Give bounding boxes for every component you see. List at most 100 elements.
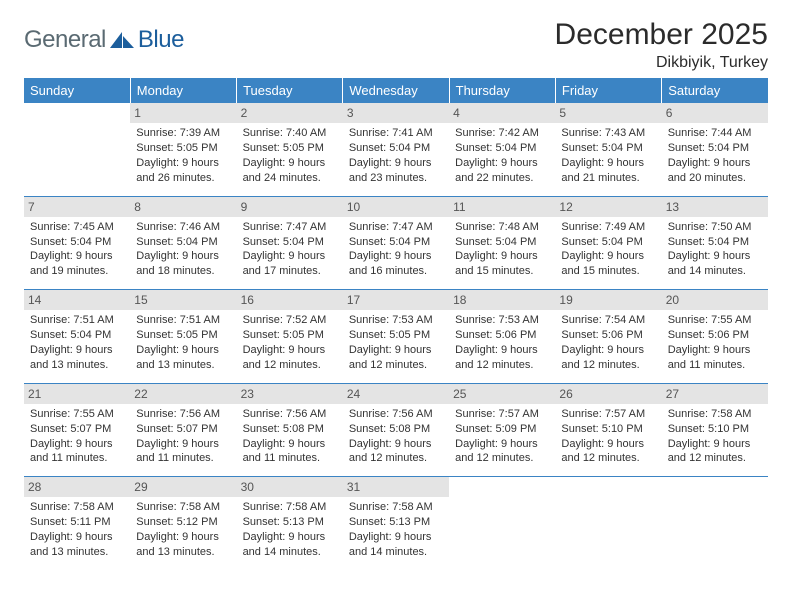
day-content: Sunrise: 7:58 AMSunset: 5:11 PMDaylight:… [30,500,124,559]
day-number: 10 [343,197,449,217]
day-of-week-header: Wednesday [343,78,449,103]
day-info-line: Sunset: 5:08 PM [349,422,443,437]
day-number: 13 [662,197,768,217]
day-info-line: Daylight: 9 hours [30,249,124,264]
day-info-line: Sunrise: 7:46 AM [136,220,230,235]
day-info-line: Daylight: 9 hours [668,343,762,358]
calendar-day-cell: 3Sunrise: 7:41 AMSunset: 5:04 PMDaylight… [343,103,449,196]
day-info-line: and 13 minutes. [30,358,124,373]
day-info-line: Sunset: 5:05 PM [136,328,230,343]
day-info-line: Sunrise: 7:56 AM [136,407,230,422]
day-content: Sunrise: 7:41 AMSunset: 5:04 PMDaylight:… [349,126,443,185]
day-info-line: Sunset: 5:04 PM [243,235,337,250]
calendar-day-cell: 1Sunrise: 7:39 AMSunset: 5:05 PMDaylight… [130,103,236,196]
day-info-line: and 16 minutes. [349,264,443,279]
day-number: 25 [449,384,555,404]
day-info-line: Sunrise: 7:58 AM [136,500,230,515]
day-info-line: and 13 minutes. [30,545,124,560]
day-content: Sunrise: 7:56 AMSunset: 5:08 PMDaylight:… [349,407,443,466]
day-info-line: Sunrise: 7:53 AM [349,313,443,328]
day-info-line: and 15 minutes. [561,264,655,279]
day-info-line: Sunrise: 7:40 AM [243,126,337,141]
day-of-week-row: SundayMondayTuesdayWednesdayThursdayFrid… [24,78,768,103]
calendar-day-cell: 19Sunrise: 7:54 AMSunset: 5:06 PMDayligh… [555,290,661,384]
calendar-day-cell: 8Sunrise: 7:46 AMSunset: 5:04 PMDaylight… [130,196,236,290]
calendar-day-cell: 13Sunrise: 7:50 AMSunset: 5:04 PMDayligh… [662,196,768,290]
day-info-line: Sunset: 5:05 PM [243,141,337,156]
calendar-day-cell: 27Sunrise: 7:58 AMSunset: 5:10 PMDayligh… [662,383,768,477]
day-info-line: Daylight: 9 hours [243,437,337,452]
calendar-day-cell: 24Sunrise: 7:56 AMSunset: 5:08 PMDayligh… [343,383,449,477]
day-info-line: and 11 minutes. [668,358,762,373]
calendar-body: 1Sunrise: 7:39 AMSunset: 5:05 PMDaylight… [24,103,768,570]
day-of-week-header: Thursday [449,78,555,103]
day-info-line: and 17 minutes. [243,264,337,279]
calendar-day-cell: 15Sunrise: 7:51 AMSunset: 5:05 PMDayligh… [130,290,236,384]
day-info-line: and 14 minutes. [243,545,337,560]
day-info-line: and 13 minutes. [136,358,230,373]
calendar-day-cell: 5Sunrise: 7:43 AMSunset: 5:04 PMDaylight… [555,103,661,196]
day-info-line: and 18 minutes. [136,264,230,279]
calendar-day-cell: 23Sunrise: 7:56 AMSunset: 5:08 PMDayligh… [237,383,343,477]
day-info-line: Sunrise: 7:55 AM [30,407,124,422]
day-content: Sunrise: 7:42 AMSunset: 5:04 PMDaylight:… [455,126,549,185]
day-content: Sunrise: 7:58 AMSunset: 5:10 PMDaylight:… [668,407,762,466]
day-number: 22 [130,384,236,404]
day-number [24,103,130,123]
day-info-line: Sunrise: 7:57 AM [455,407,549,422]
day-info-line: and 11 minutes. [136,451,230,466]
logo-sail-icon [108,30,136,50]
day-number: 29 [130,477,236,497]
day-info-line: Daylight: 9 hours [455,249,549,264]
day-info-line: Sunrise: 7:43 AM [561,126,655,141]
day-number: 1 [130,103,236,123]
day-content: Sunrise: 7:51 AMSunset: 5:04 PMDaylight:… [30,313,124,372]
day-info-line: Daylight: 9 hours [136,530,230,545]
calendar-week-row: 21Sunrise: 7:55 AMSunset: 5:07 PMDayligh… [24,383,768,477]
day-info-line: Daylight: 9 hours [30,530,124,545]
day-info-line: Sunset: 5:05 PM [136,141,230,156]
day-info-line: Daylight: 9 hours [455,437,549,452]
calendar-day-cell: 12Sunrise: 7:49 AMSunset: 5:04 PMDayligh… [555,196,661,290]
logo: General Blue [24,18,184,54]
day-info-line: Sunrise: 7:47 AM [349,220,443,235]
day-content: Sunrise: 7:58 AMSunset: 5:13 PMDaylight:… [349,500,443,559]
day-content: Sunrise: 7:49 AMSunset: 5:04 PMDaylight:… [561,220,655,279]
calendar-week-row: 28 Sunrise: 7:58 AMSunset: 5:11 PMDayligh… [24,477,768,570]
day-number [449,477,555,497]
day-content: Sunrise: 7:44 AMSunset: 5:04 PMDaylight:… [668,126,762,185]
day-info-line: and 12 minutes. [455,358,549,373]
day-info-line: Sunset: 5:04 PM [30,235,124,250]
day-info-line: Daylight: 9 hours [349,249,443,264]
day-info-line: and 14 minutes. [668,264,762,279]
day-number: 28 [24,477,130,497]
day-info-line: and 12 minutes. [561,451,655,466]
day-info-line: and 12 minutes. [455,451,549,466]
day-number: 4 [449,103,555,123]
day-number: 11 [449,197,555,217]
logo-text-blue: Blue [138,26,184,54]
calendar-day-cell [662,477,768,570]
day-info-line: Sunrise: 7:41 AM [349,126,443,141]
day-content: Sunrise: 7:58 AMSunset: 5:13 PMDaylight:… [243,500,337,559]
day-info-line: Sunrise: 7:45 AM [30,220,124,235]
day-info-line: Daylight: 9 hours [243,249,337,264]
day-info-line: Sunset: 5:08 PM [243,422,337,437]
day-content: Sunrise: 7:53 AMSunset: 5:06 PMDaylight:… [455,313,549,372]
day-info-line: Sunset: 5:04 PM [455,141,549,156]
calendar-day-cell: 2Sunrise: 7:40 AMSunset: 5:05 PMDaylight… [237,103,343,196]
calendar-day-cell: 21Sunrise: 7:55 AMSunset: 5:07 PMDayligh… [24,383,130,477]
day-info-line: Sunset: 5:13 PM [349,515,443,530]
day-info-line: and 12 minutes. [243,358,337,373]
day-info-line: and 20 minutes. [668,171,762,186]
day-info-line: Daylight: 9 hours [668,249,762,264]
day-info-line: and 26 minutes. [136,171,230,186]
calendar-day-cell: 7Sunrise: 7:45 AMSunset: 5:04 PMDaylight… [24,196,130,290]
day-number: 23 [237,384,343,404]
day-info-line: Sunrise: 7:39 AM [136,126,230,141]
day-info-line: Sunrise: 7:44 AM [668,126,762,141]
day-of-week-header: Friday [555,78,661,103]
day-number: 16 [237,290,343,310]
calendar-day-cell: 16Sunrise: 7:52 AMSunset: 5:05 PMDayligh… [237,290,343,384]
day-info-line: Daylight: 9 hours [243,530,337,545]
